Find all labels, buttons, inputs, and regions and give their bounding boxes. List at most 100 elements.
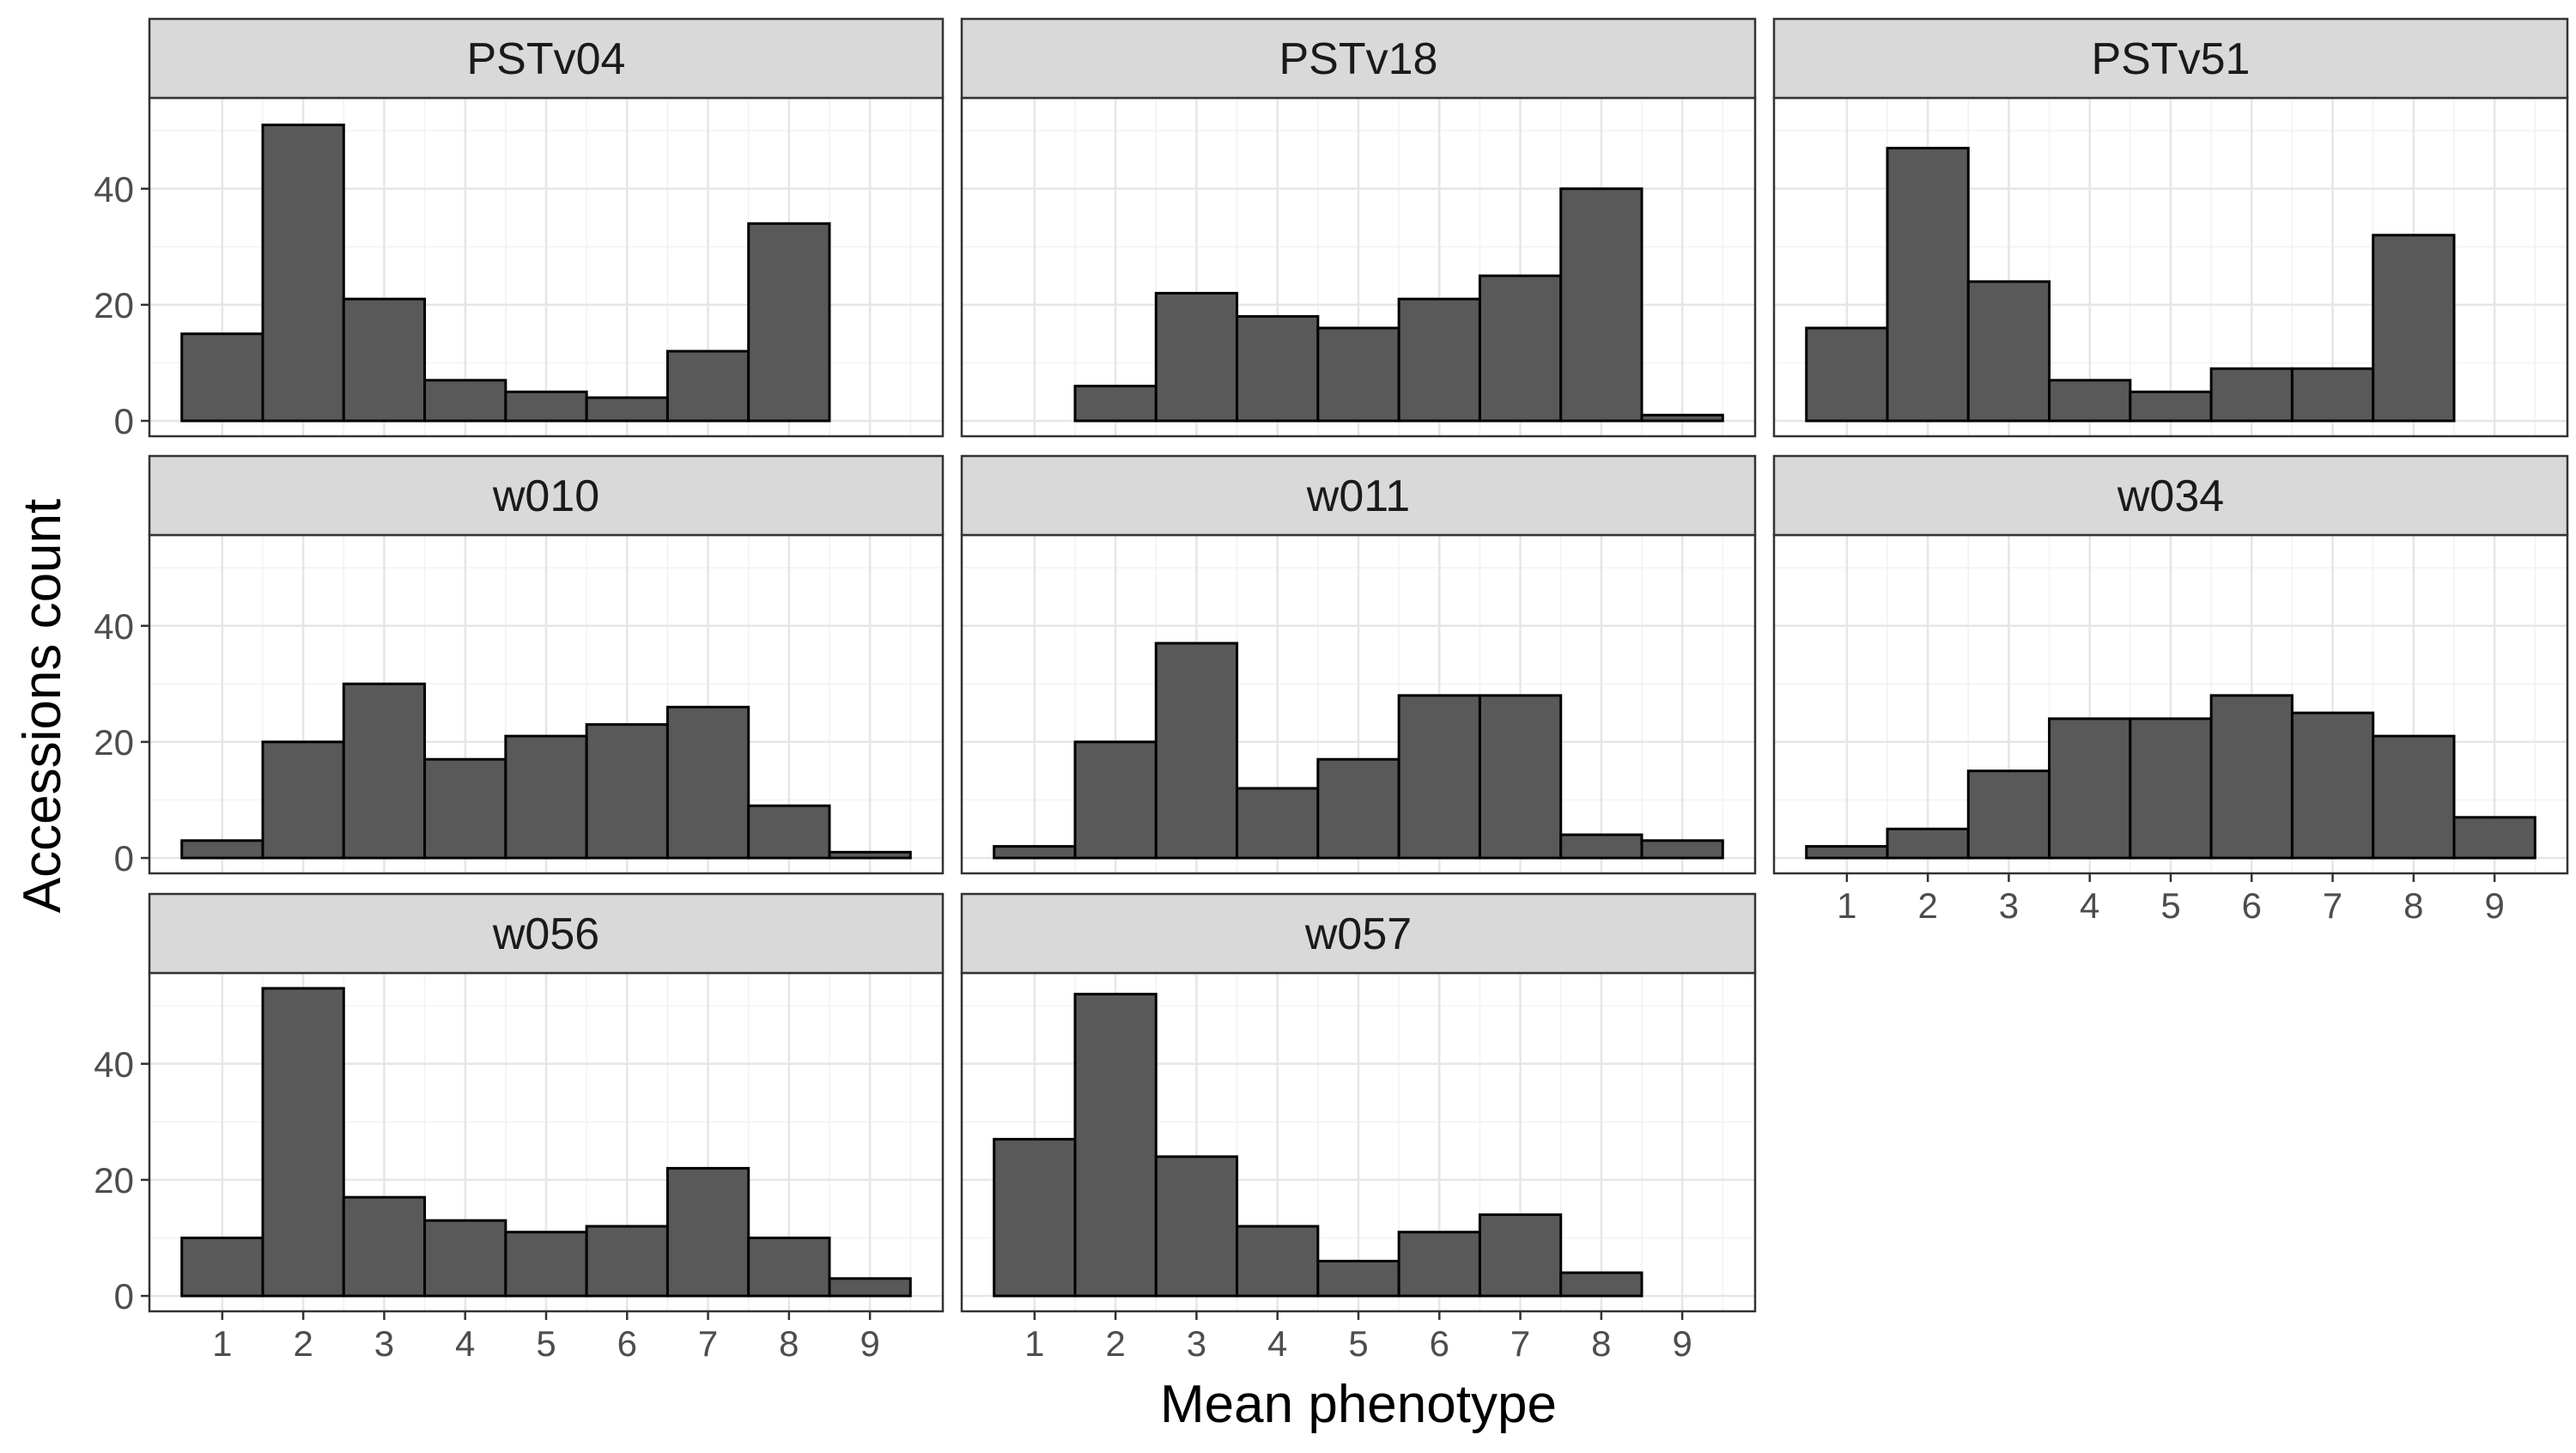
histogram-bar bbox=[1316, 326, 1400, 423]
y-tick-label: 20 bbox=[94, 1160, 134, 1201]
x-tick-label: 8 bbox=[2403, 885, 2423, 926]
histogram-bar bbox=[1397, 694, 1481, 860]
y-tick-label: 40 bbox=[94, 1044, 134, 1085]
histogram-bar bbox=[342, 1195, 427, 1298]
x-tick-label: 7 bbox=[1510, 1323, 1530, 1364]
histogram-bar bbox=[1397, 1231, 1481, 1298]
histogram-bar bbox=[1073, 385, 1157, 423]
histogram-bar bbox=[2290, 711, 2375, 860]
y-axis-title: Accessions count bbox=[13, 499, 72, 913]
histogram-bar bbox=[1640, 839, 1724, 860]
x-tick-label: 9 bbox=[2484, 885, 2504, 926]
facet-strip bbox=[148, 454, 945, 537]
histogram-bar bbox=[665, 705, 750, 860]
histogram-bar bbox=[1316, 1260, 1400, 1298]
histogram-bar bbox=[261, 740, 345, 860]
y-tick-label: 0 bbox=[114, 838, 134, 878]
x-tick-label: 9 bbox=[1672, 1323, 1692, 1364]
histogram-bar bbox=[261, 987, 345, 1298]
x-tick-label: 3 bbox=[374, 1323, 394, 1364]
x-tick-label: 7 bbox=[2323, 885, 2342, 926]
facet-label: PSTv04 bbox=[467, 34, 626, 84]
histogram-bar bbox=[1805, 326, 1889, 423]
histogram-bar bbox=[1073, 993, 1157, 1298]
histogram-bar bbox=[2048, 379, 2132, 423]
histogram-bar bbox=[1640, 413, 1724, 423]
histogram-bar bbox=[665, 1166, 750, 1298]
x-tick-label: 2 bbox=[293, 1323, 313, 1364]
histogram-bar bbox=[423, 379, 507, 423]
x-tick-label: 6 bbox=[617, 1323, 637, 1364]
histogram-bar bbox=[747, 1237, 831, 1298]
x-tick-label: 1 bbox=[1837, 885, 1856, 926]
y-tick-label: 20 bbox=[94, 285, 134, 325]
histogram-bar bbox=[1559, 833, 1643, 860]
histogram-bar bbox=[993, 1138, 1077, 1298]
histogram-bar bbox=[828, 1277, 912, 1298]
x-tick-label: 5 bbox=[536, 1323, 556, 1364]
histogram-bar bbox=[1966, 769, 2051, 860]
facet-strip bbox=[960, 892, 1757, 975]
histogram-bar bbox=[1397, 297, 1481, 423]
histogram-bar bbox=[1478, 274, 1563, 423]
x-tick-label: 8 bbox=[1591, 1323, 1611, 1364]
histogram-bar bbox=[2209, 694, 2293, 860]
histogram-bar bbox=[1154, 1155, 1239, 1298]
histogram-bar bbox=[2129, 717, 2213, 860]
histogram-bar bbox=[2372, 734, 2456, 860]
histogram-bar bbox=[1154, 291, 1239, 423]
facet-strip bbox=[1772, 17, 2569, 100]
facet-label: w011 bbox=[1306, 471, 1410, 521]
histogram-bar bbox=[261, 123, 345, 423]
y-tick-label: 20 bbox=[94, 722, 134, 763]
facet-strip bbox=[148, 892, 945, 975]
histogram-bar bbox=[1236, 787, 1320, 860]
x-tick-label: 1 bbox=[212, 1323, 232, 1364]
x-tick-label: 6 bbox=[1430, 1323, 1449, 1364]
histogram-bar bbox=[180, 839, 264, 860]
histogram-bar bbox=[1316, 757, 1400, 860]
histogram-bar bbox=[423, 1219, 507, 1298]
histogram-bar bbox=[2372, 234, 2456, 423]
x-tick-label: 4 bbox=[1267, 1323, 1287, 1364]
histogram-bar bbox=[1478, 1213, 1563, 1298]
histogram-bar bbox=[2048, 717, 2132, 860]
y-tick-label: 40 bbox=[94, 606, 134, 647]
histogram-bar bbox=[180, 332, 264, 423]
facet-label: PSTv18 bbox=[1279, 34, 1438, 84]
x-axis-title: Mean phenotype bbox=[1160, 1375, 1557, 1434]
x-tick-label: 1 bbox=[1024, 1323, 1044, 1364]
x-tick-label: 5 bbox=[1348, 1323, 1368, 1364]
y-tick-label: 0 bbox=[114, 1276, 134, 1316]
x-tick-label: 6 bbox=[2242, 885, 2262, 926]
histogram-bar bbox=[1236, 314, 1320, 423]
histogram-bar bbox=[1154, 641, 1239, 860]
y-tick-label: 40 bbox=[94, 169, 134, 210]
histogram-bar bbox=[747, 222, 831, 423]
histogram-bar bbox=[1559, 1271, 1643, 1298]
facet-label: PSTv51 bbox=[2092, 34, 2251, 84]
facet-label: w057 bbox=[1304, 909, 1412, 959]
histogram-bar bbox=[585, 723, 669, 860]
facet-strip bbox=[148, 17, 945, 100]
y-tick-label: 0 bbox=[114, 401, 134, 441]
x-tick-label: 4 bbox=[455, 1323, 475, 1364]
histogram-bar bbox=[504, 390, 588, 423]
facet-label: w056 bbox=[492, 909, 599, 959]
x-tick-label: 3 bbox=[1187, 1323, 1206, 1364]
x-tick-label: 2 bbox=[1917, 885, 1937, 926]
histogram-bar bbox=[585, 1225, 669, 1298]
facet-strip bbox=[960, 454, 1757, 537]
histogram-bar bbox=[1886, 146, 1970, 423]
histogram-bar bbox=[2129, 390, 2213, 423]
histogram-bar bbox=[1886, 827, 1970, 860]
facet-label: w034 bbox=[2117, 471, 2224, 521]
facet-label: w010 bbox=[492, 471, 599, 521]
x-tick-label: 3 bbox=[1999, 885, 2019, 926]
facet-strip bbox=[960, 17, 1757, 100]
x-tick-label: 5 bbox=[2160, 885, 2180, 926]
histogram-bar bbox=[1073, 740, 1157, 860]
histogram-bar bbox=[665, 350, 750, 423]
histogram-bar bbox=[2452, 816, 2537, 860]
